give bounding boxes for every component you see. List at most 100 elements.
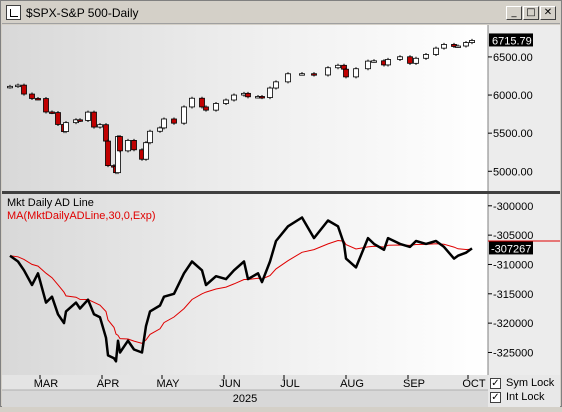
- chart-window-icon: [6, 5, 21, 20]
- ad-tick-label: -310000: [493, 259, 533, 271]
- maximize-button[interactable]: □: [523, 6, 539, 20]
- month-label: SEP: [403, 378, 425, 390]
- last-price-value: 6715.79: [492, 35, 532, 47]
- candle-body: [55, 112, 61, 125]
- candle-body: [91, 111, 97, 128]
- price-axis-bg: [488, 25, 560, 191]
- chart-area[interactable]: 6500.00 6000.00 5500.00 5000.00 6715.79 -30…: [2, 25, 560, 375]
- candle-body: [97, 124, 103, 128]
- candle-body: [245, 92, 251, 98]
- price-axis-ticks: 6500.00 6000.00 5500.00 5000.00: [488, 52, 533, 178]
- indicator-label: Mkt Daily AD Line: [7, 197, 94, 209]
- ad-tick-label: -320000: [493, 318, 533, 330]
- month-label: JUL: [280, 378, 300, 390]
- month-label: OCT: [462, 378, 486, 390]
- candle-body: [285, 73, 291, 83]
- candle-body: [397, 56, 403, 60]
- candle-body: [171, 118, 177, 124]
- title-bar[interactable]: $SPX-S&P 500-Daily _ □ ✕: [2, 2, 560, 24]
- ad-line: [9, 216, 473, 363]
- ad-tick-label: -305000: [493, 230, 533, 242]
- candle-body: [335, 64, 341, 69]
- int-lock-label: Int Lock: [506, 391, 545, 403]
- candle-body: [181, 106, 187, 124]
- candle-body: [325, 67, 331, 76]
- candle-body: [223, 99, 229, 104]
- candle-body: [299, 73, 305, 76]
- month-label: MAY: [156, 378, 180, 390]
- ad-tick-label: -300000: [493, 201, 533, 213]
- sym-lock-checkbox[interactable]: ✓: [490, 378, 501, 389]
- candle-body: [433, 47, 439, 55]
- price-candles: [7, 38, 475, 175]
- int-lock-checkbox[interactable]: ✓: [490, 392, 501, 403]
- candle-body: [455, 45, 461, 48]
- time-axis-bar[interactable]: MAR APR MAY JUN JUL AUG SEP OCT 2025 ✓ Sym Lock…: [2, 375, 560, 407]
- candle-body: [7, 85, 13, 89]
- ad-tick-label: -325000: [493, 347, 533, 359]
- candle-body: [423, 54, 429, 59]
- candle-body: [451, 44, 457, 47]
- price-tick-label: 6000.00: [493, 90, 533, 102]
- candle-body: [29, 93, 35, 99]
- candle-body: [105, 140, 111, 167]
- candle-body: [49, 111, 55, 114]
- candle-body: [273, 81, 279, 89]
- candle-body: [441, 44, 447, 49]
- candle-body: [77, 119, 83, 122]
- candle-body: [213, 103, 219, 111]
- year-label: 2025: [233, 393, 257, 405]
- candle-body: [463, 42, 469, 47]
- sym-lock-label: Sym Lock: [506, 377, 555, 389]
- month-label: JUN: [219, 378, 240, 390]
- candle-body: [469, 40, 475, 43]
- month-labels: MAR APR MAY JUN JUL AUG SEP OCT: [34, 375, 486, 390]
- indicator-axis-bg: [488, 194, 560, 375]
- candle-body: [125, 140, 131, 152]
- candle-body: [365, 60, 371, 70]
- candle-body: [63, 122, 69, 132]
- sym-lock-option[interactable]: ✓ Sym Lock: [490, 377, 560, 391]
- candle-body: [259, 96, 265, 99]
- candle-body: [103, 124, 109, 142]
- candle-body: [267, 87, 273, 98]
- last-ad-box: -307267: [489, 241, 533, 255]
- close-button[interactable]: ✕: [540, 6, 556, 20]
- candle-body: [189, 97, 195, 108]
- candle-body: [143, 142, 149, 160]
- candle-body: [157, 127, 163, 132]
- candle-body: [21, 84, 27, 95]
- candle-body: [15, 84, 21, 88]
- candle-body: [43, 98, 49, 113]
- candle-body: [413, 57, 419, 64]
- last-ad-value: -307267: [491, 243, 531, 255]
- candle-body: [385, 59, 391, 66]
- int-lock-option[interactable]: ✓ Int Lock: [490, 391, 560, 405]
- candle-body: [343, 68, 349, 78]
- price-tick-label: 5000.00: [493, 166, 533, 178]
- ad-tick-label: -315000: [493, 289, 533, 301]
- indicator-axis-ticks: -300000 -305000 -310000 -315000 -320000 -3250…: [488, 201, 533, 359]
- month-label: APR: [97, 378, 120, 390]
- price-tick-label: 5500.00: [493, 128, 533, 140]
- candle-body: [311, 73, 317, 76]
- ma-label: MA(MktDailyADLine,30,0,Exp): [7, 210, 156, 222]
- price-panel-bg: [2, 25, 488, 191]
- candle-body: [117, 136, 123, 152]
- candle-body: [353, 68, 359, 78]
- candle-body: [161, 118, 167, 129]
- candle-body: [407, 56, 413, 64]
- candle-body: [131, 140, 137, 151]
- window-title: $SPX-S&P 500-Daily: [26, 6, 139, 20]
- month-label: AUG: [340, 378, 364, 390]
- month-label: MAR: [34, 378, 59, 390]
- minimize-button[interactable]: _: [506, 6, 522, 20]
- panel-separator[interactable]: [2, 191, 560, 194]
- time-axis: MAR APR MAY JUN JUL AUG SEP OCT 2025: [2, 375, 488, 407]
- price-tick-label: 6500.00: [493, 52, 533, 64]
- candle-body: [147, 130, 153, 144]
- last-price-box: 6715.79: [489, 33, 533, 47]
- chart-canvas[interactable]: 6500.00 6000.00 5500.00 5000.00 6715.79 -30…: [2, 25, 560, 375]
- candle-body: [85, 111, 91, 121]
